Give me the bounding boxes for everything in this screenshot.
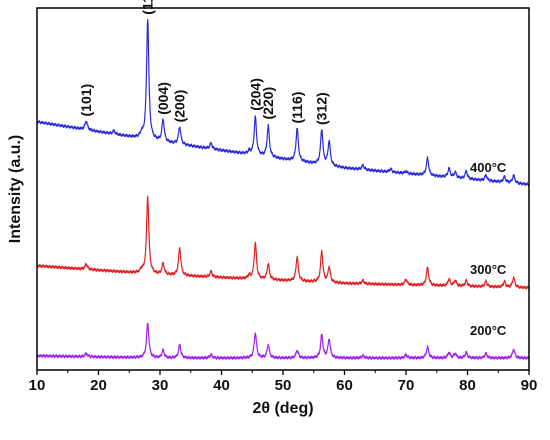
x-tick-label-10: 10 bbox=[29, 377, 46, 394]
peak-label-204: (204) bbox=[247, 78, 263, 111]
series-line-400 bbox=[36, 19, 530, 187]
peak-label-004: (004) bbox=[155, 82, 171, 115]
series-label-200: 200°C bbox=[470, 323, 507, 338]
tick-layer: 10 20 30 40 50 60 70 80 90 bbox=[29, 370, 538, 394]
x-tick-label-60: 60 bbox=[336, 377, 353, 394]
peak-label-200: (200) bbox=[172, 90, 188, 123]
x-axis-title: 2θ (deg) bbox=[252, 400, 313, 417]
x-tick-label-70: 70 bbox=[398, 377, 415, 394]
label-layer: 400°C300°C200°C(101)(112)(004)(200)(204)… bbox=[78, 0, 507, 338]
x-tick-label-90: 90 bbox=[521, 377, 538, 394]
peak-label-101: (101) bbox=[78, 84, 94, 117]
x-tick-label-50: 50 bbox=[275, 377, 292, 394]
series-label-300: 300°C bbox=[470, 262, 507, 277]
x-tick-label-30: 30 bbox=[152, 377, 169, 394]
series-line-300 bbox=[36, 195, 530, 290]
peak-label-116: (116) bbox=[289, 92, 305, 124]
x-tick-label-20: 20 bbox=[90, 377, 107, 394]
series-layer bbox=[36, 19, 530, 360]
series-line-200 bbox=[36, 322, 530, 360]
y-axis-title: Intensity (a.u.) bbox=[7, 135, 24, 243]
series-label-400: 400°C bbox=[470, 160, 507, 175]
peak-label-312: (312) bbox=[314, 92, 330, 125]
plot-frame bbox=[36, 7, 530, 371]
peak-label-220: (220) bbox=[260, 87, 276, 120]
x-tick-label-40: 40 bbox=[213, 377, 230, 394]
x-tick-label-80: 80 bbox=[459, 377, 476, 394]
